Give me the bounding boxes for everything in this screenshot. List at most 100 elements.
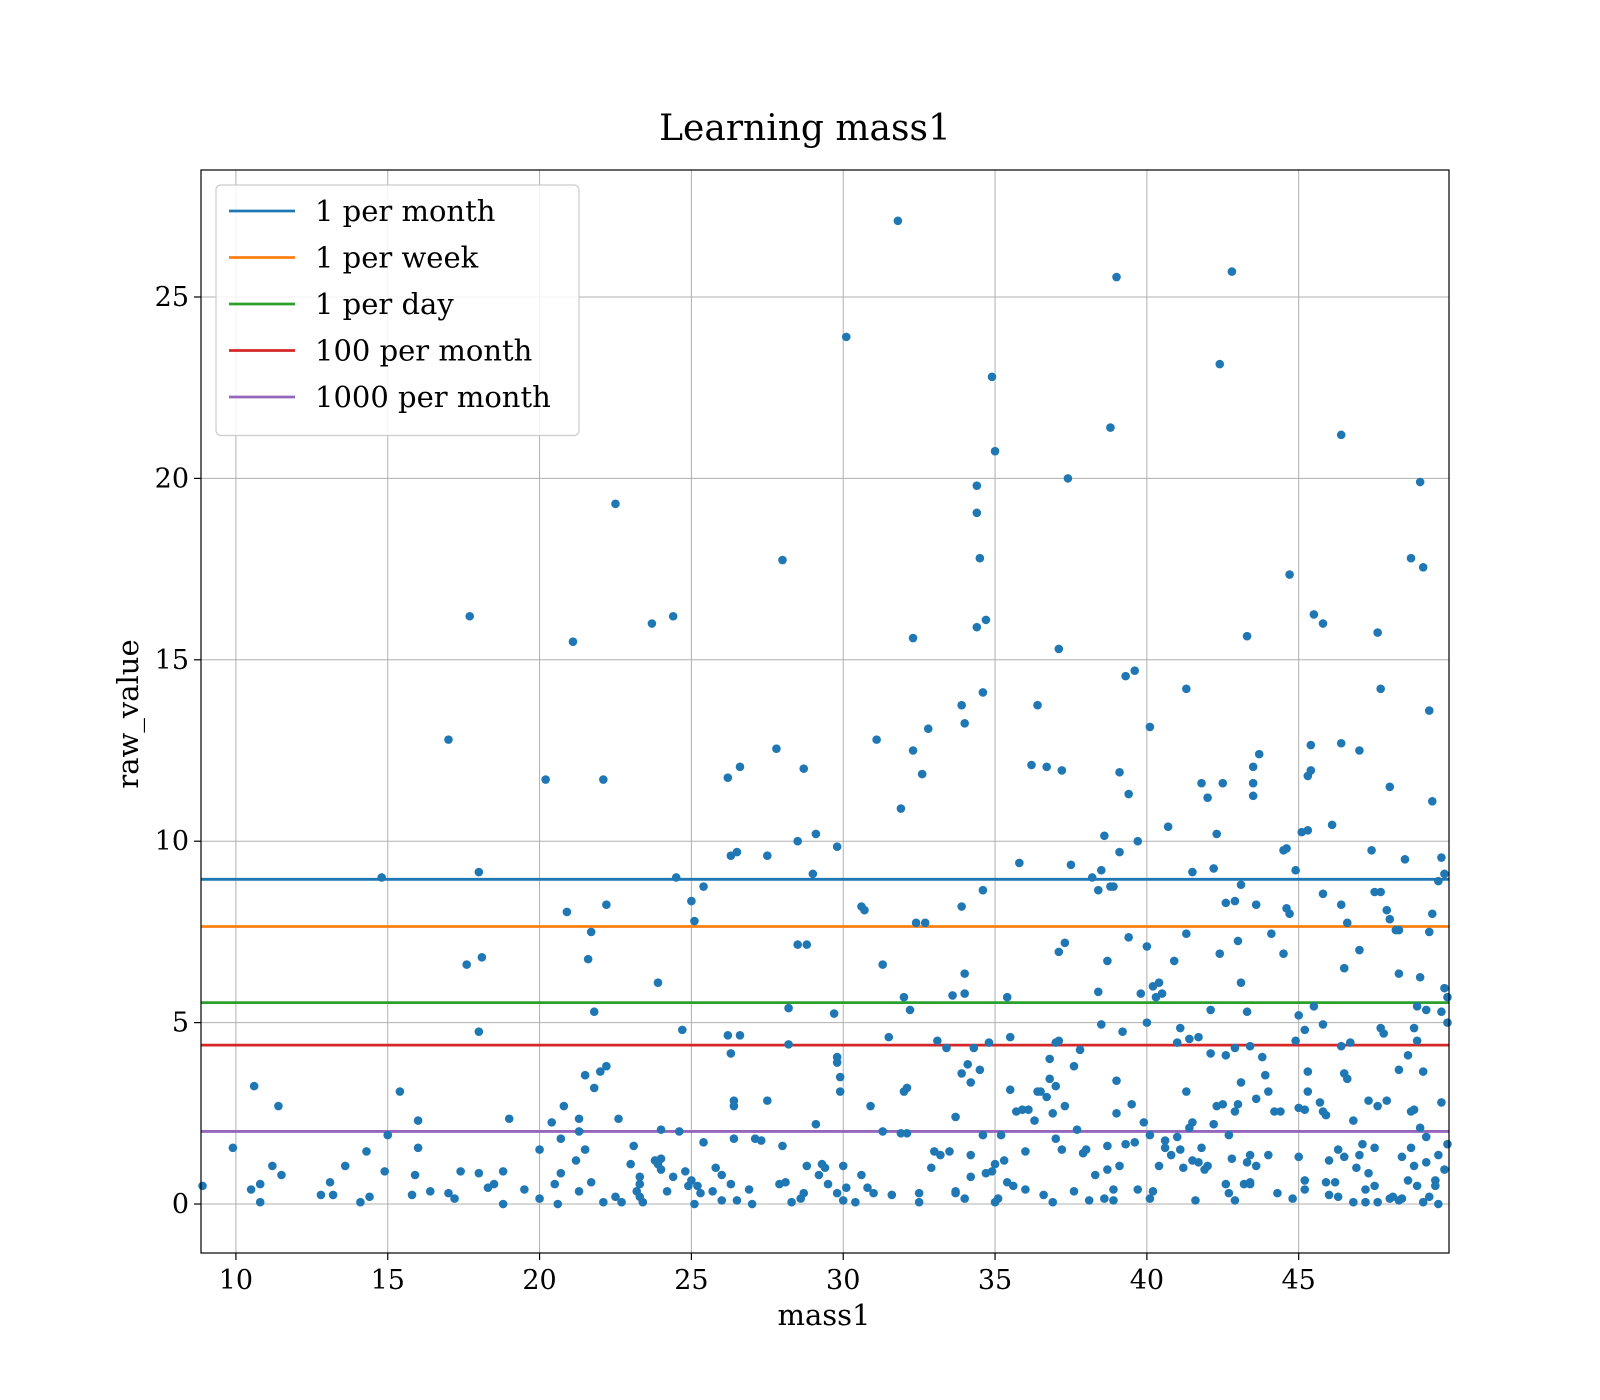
- data-point: [1194, 1032, 1203, 1042]
- data-point: [851, 1197, 860, 1207]
- data-point: [914, 1197, 924, 1207]
- data-point: [1188, 867, 1197, 877]
- data-point: [1324, 1190, 1334, 1200]
- data-point: [504, 1114, 514, 1124]
- data-point: [268, 1161, 277, 1171]
- data-point: [681, 1167, 690, 1176]
- data-point: [1075, 1045, 1085, 1055]
- threshold-lines: [201, 877, 1449, 1133]
- data-point: [1109, 882, 1118, 891]
- data-point: [860, 905, 869, 915]
- data-point: [602, 900, 611, 909]
- data-point: [1221, 1179, 1231, 1189]
- y-axis-ticks: 0 5 10 15 20 25: [155, 282, 201, 1220]
- data-point: [1087, 873, 1097, 882]
- data-point: [1230, 1107, 1240, 1116]
- data-point: [763, 1096, 772, 1105]
- data-point: [1236, 880, 1246, 890]
- data-point: [960, 1194, 969, 1203]
- data-point: [1403, 1176, 1413, 1185]
- data-point: [246, 1185, 256, 1194]
- data-point: [1443, 1139, 1452, 1149]
- data-point: [1300, 1176, 1310, 1185]
- legend-label: 1 per month: [315, 194, 495, 228]
- data-point: [981, 615, 991, 625]
- data-point: [1361, 1197, 1370, 1207]
- data-point: [1042, 1092, 1051, 1102]
- data-point: [1130, 666, 1140, 675]
- data-point: [1002, 992, 1012, 1002]
- data-point: [1066, 860, 1076, 870]
- data-point: [1127, 1099, 1136, 1109]
- data-point: [574, 1127, 584, 1136]
- data-point: [362, 1147, 371, 1156]
- data-point: [1288, 1194, 1297, 1203]
- x-tick-label: 25: [674, 1265, 708, 1296]
- data-point: [951, 1187, 960, 1196]
- data-point: [1346, 1038, 1355, 1047]
- data-point: [729, 1101, 739, 1111]
- data-point: [829, 1009, 839, 1018]
- data-point: [356, 1197, 365, 1207]
- data-point: [1097, 1020, 1106, 1029]
- data-point: [990, 1159, 1000, 1169]
- data-point: [1421, 1005, 1431, 1015]
- data-point: [1355, 746, 1364, 755]
- data-point: [1093, 885, 1103, 895]
- data-point: [568, 637, 578, 646]
- data-point: [1166, 1150, 1176, 1160]
- data-point: [1245, 1041, 1255, 1051]
- data-point: [1182, 1087, 1191, 1096]
- data-point: [1133, 1185, 1143, 1194]
- data-point: [1112, 1076, 1121, 1085]
- data-point: [832, 1052, 842, 1062]
- data-point: [951, 1112, 960, 1122]
- data-point: [1154, 1161, 1164, 1171]
- data-point: [1124, 789, 1133, 799]
- data-point: [975, 553, 985, 563]
- data-point: [1352, 1163, 1361, 1173]
- data-point: [1264, 1150, 1273, 1160]
- data-point: [914, 1188, 924, 1198]
- data-point: [1203, 1161, 1212, 1171]
- data-point: [274, 1101, 283, 1111]
- data-point: [1327, 820, 1337, 830]
- data-point: [1145, 1194, 1155, 1203]
- data-point: [778, 555, 787, 565]
- legend-box: [215, 184, 580, 437]
- data-point: [571, 1156, 581, 1165]
- data-point: [835, 1072, 845, 1082]
- data-point: [1100, 831, 1109, 841]
- data-point: [1124, 933, 1133, 942]
- data-point: [1306, 740, 1316, 750]
- data-point: [778, 1141, 787, 1151]
- data-point: [1364, 1168, 1373, 1178]
- data-point: [1355, 1150, 1364, 1160]
- data-point: [990, 446, 1000, 456]
- data-point: [1051, 1081, 1061, 1091]
- data-point: [756, 1136, 766, 1145]
- data-point: [699, 882, 708, 891]
- data-point: [823, 1179, 833, 1189]
- data-point: [1197, 1143, 1206, 1153]
- data-point: [1251, 900, 1261, 909]
- chart-title: Learning mass1: [659, 108, 951, 149]
- data-point: [899, 992, 909, 1002]
- data-point: [1242, 1157, 1252, 1167]
- data-point: [1182, 929, 1191, 939]
- data-point: [1024, 1105, 1033, 1114]
- x-tick-label: 40: [1130, 1265, 1164, 1296]
- data-point: [1206, 1005, 1215, 1015]
- data-point: [580, 1145, 590, 1154]
- data-point: [383, 1130, 393, 1140]
- data-point: [1318, 1020, 1328, 1029]
- data-point: [498, 1167, 508, 1176]
- data-point: [1021, 1185, 1030, 1194]
- data-point: [1121, 1139, 1130, 1149]
- data-point: [583, 954, 593, 964]
- scatter-points: [198, 216, 1452, 1209]
- data-point: [1364, 1096, 1373, 1105]
- data-point: [1349, 1197, 1358, 1207]
- data-point: [1251, 1094, 1261, 1104]
- data-point: [1172, 1038, 1182, 1047]
